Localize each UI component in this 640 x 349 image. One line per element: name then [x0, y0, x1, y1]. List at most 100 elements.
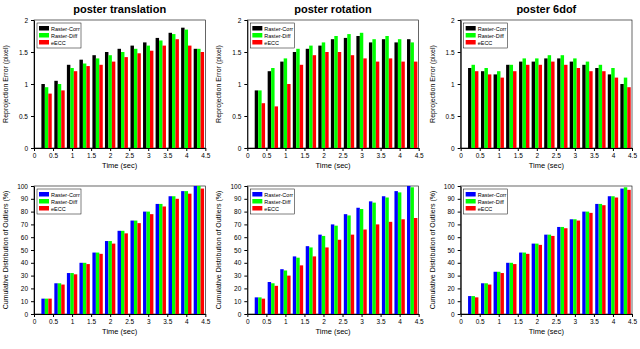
bar	[262, 103, 265, 148]
x-tick-label: 3	[147, 318, 151, 325]
bar	[172, 34, 175, 148]
bar	[255, 297, 258, 314]
y-tick: 60	[447, 234, 460, 241]
bar	[526, 65, 529, 148]
chart-title: poster rotation	[294, 3, 372, 15]
x-tick-mark	[110, 148, 111, 151]
bar	[255, 90, 258, 148]
y-tick: 40	[447, 259, 460, 266]
x-tick-label: 3	[360, 318, 364, 325]
bar	[275, 286, 278, 314]
y-axis-line	[461, 21, 462, 149]
bar	[275, 106, 278, 148]
bar	[86, 66, 89, 148]
bar	[535, 244, 538, 314]
bar	[627, 190, 630, 314]
y-tick-label: 100	[230, 183, 241, 190]
x-tick-label: 4	[398, 152, 402, 159]
x-tick-mark	[575, 148, 576, 151]
y-tick-label: 100	[17, 183, 28, 190]
bar	[488, 74, 491, 148]
x-tick: 1.5	[300, 148, 309, 159]
y-tick-label: 90	[447, 195, 455, 202]
bar	[599, 204, 602, 314]
x-axis: 00.511.522.533.544.5	[33, 314, 211, 325]
bar	[74, 71, 77, 148]
y-tick-label: 40	[447, 259, 455, 266]
x-tick-label: 4	[398, 318, 402, 325]
bar	[394, 191, 397, 314]
x-axis-line	[461, 148, 632, 149]
x-tick-mark	[167, 148, 168, 151]
bar	[280, 269, 283, 314]
y-tick: 0	[451, 145, 461, 152]
y-tick-label: 10	[234, 298, 242, 305]
bar	[372, 203, 375, 314]
y-tick: 90	[21, 195, 34, 202]
bar	[481, 71, 484, 148]
y-tick-mark	[244, 84, 247, 85]
bar	[143, 42, 146, 148]
x-tick-label: 4.5	[628, 318, 637, 325]
y-tick-mark	[458, 301, 461, 302]
bar	[624, 187, 627, 314]
legend-swatch	[39, 40, 49, 45]
y-tick-label: 80	[21, 208, 29, 215]
x-tick: 0.5	[476, 148, 485, 159]
x-tick-mark	[499, 314, 500, 317]
y-tick-mark	[458, 52, 461, 53]
legend-label: eECC	[51, 206, 66, 212]
y-tick-mark	[31, 314, 34, 315]
x-tick-label: 4.5	[201, 318, 210, 325]
y-tick-mark	[244, 186, 247, 187]
x-tick: 3.5	[590, 148, 599, 159]
legend-label: Raster-Diff	[264, 33, 291, 39]
y-tick-mark	[458, 250, 461, 251]
y-tick: 30	[21, 272, 34, 279]
x-tick: 1	[284, 148, 288, 159]
x-axis: 00.511.522.533.544.5	[246, 314, 424, 325]
y-tick-mark	[458, 314, 461, 315]
bar	[134, 221, 137, 314]
bar	[45, 87, 48, 148]
y-tick-mark	[31, 224, 34, 225]
y-tick-mark	[244, 212, 247, 213]
legend: Raster-CorrRaster-DiffeECC	[250, 189, 294, 214]
y-tick: 80	[447, 208, 460, 215]
bar	[271, 68, 274, 148]
legend-label: eECC	[264, 206, 279, 212]
bar	[70, 273, 73, 314]
y-tick-mark	[458, 276, 461, 277]
x-tick-label: 3.5	[163, 152, 172, 159]
x-tick: 3.5	[163, 314, 172, 325]
x-tick-mark	[167, 314, 168, 317]
bar	[280, 62, 283, 148]
bar	[573, 58, 576, 148]
y-tick-mark	[458, 237, 461, 238]
legend-box	[250, 23, 294, 48]
bar	[99, 254, 102, 314]
x-tick: 4	[185, 148, 189, 159]
bar	[181, 191, 184, 314]
bar	[595, 68, 598, 148]
y-axis-title: Cumulative Distribution of Outliers (%)	[2, 191, 10, 310]
bar	[197, 186, 200, 314]
bar	[615, 198, 618, 314]
y-tick-mark	[244, 276, 247, 277]
x-tick: 1.5	[87, 148, 96, 159]
x-tick-label: 2	[109, 152, 113, 159]
bar	[608, 196, 611, 314]
y-tick: 0.5	[446, 113, 461, 120]
y-tick: 40	[234, 259, 247, 266]
y-tick: 2	[24, 17, 34, 24]
x-tick-mark	[285, 148, 286, 151]
y-tick-mark	[31, 199, 34, 200]
x-tick: 1	[71, 148, 75, 159]
y-tick-label: 30	[21, 272, 29, 279]
y-tick: 100	[444, 183, 461, 190]
x-axis: 00.511.522.533.544.5	[459, 314, 637, 325]
bar	[150, 214, 153, 314]
x-tick: 2.5	[338, 148, 347, 159]
y-tick: 1	[24, 81, 34, 88]
x-tick-mark	[480, 148, 481, 151]
